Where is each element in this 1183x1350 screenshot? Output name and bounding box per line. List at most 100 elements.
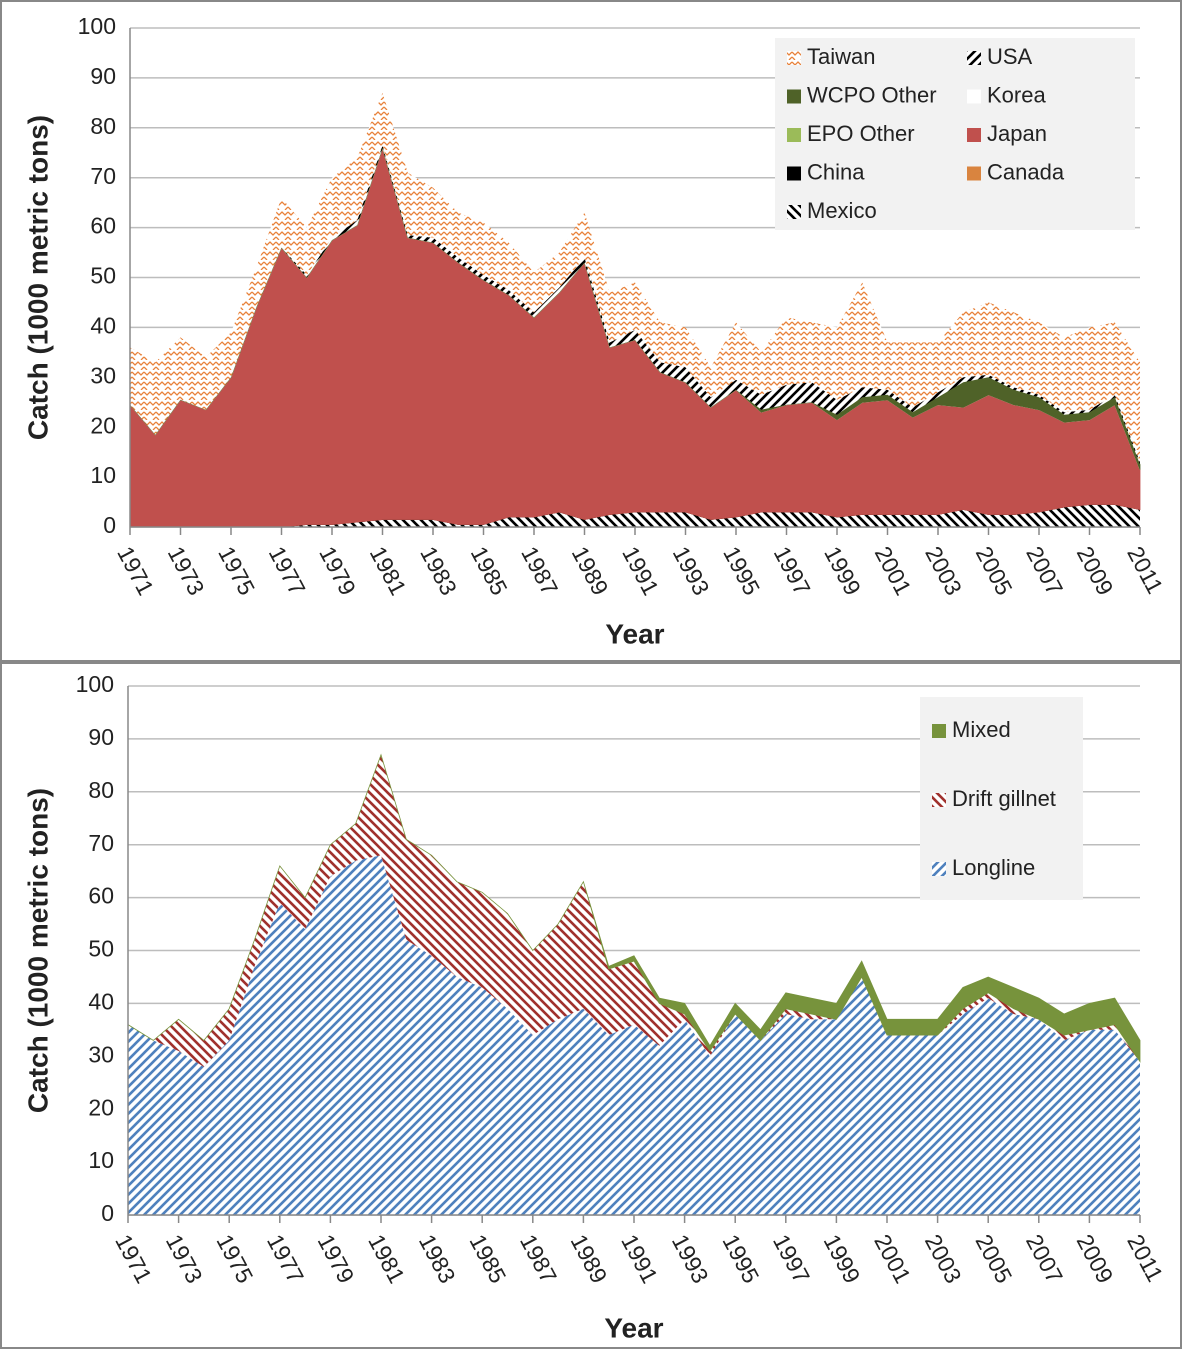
legend-swatch bbox=[787, 205, 801, 219]
legend-label: USA bbox=[987, 44, 1033, 69]
y-tick-label: 90 bbox=[88, 724, 114, 750]
y-tick-label: 20 bbox=[90, 412, 116, 438]
x-tick-label: 1995 bbox=[717, 1230, 764, 1287]
x-tick-label: 1977 bbox=[264, 542, 311, 599]
y-tick-label: 70 bbox=[88, 830, 114, 856]
legend-label: Korea bbox=[987, 82, 1046, 107]
x-tick-label: 1983 bbox=[415, 542, 462, 599]
legend-label: WCPO Other bbox=[807, 82, 937, 107]
legend-swatch bbox=[787, 51, 801, 65]
legend-label: Mixed bbox=[952, 717, 1011, 742]
x-tick-label: 1999 bbox=[819, 1230, 866, 1287]
y-tick-label: 30 bbox=[90, 362, 116, 388]
panel-border bbox=[0, 662, 1182, 1349]
y-tick-label: 10 bbox=[88, 1147, 114, 1173]
legend-label: Canada bbox=[987, 159, 1065, 184]
legend-label: Japan bbox=[987, 121, 1047, 146]
x-tick-label: 2009 bbox=[1072, 542, 1119, 599]
x-tick-label: 1975 bbox=[213, 542, 260, 599]
y-tick-label: 20 bbox=[88, 1094, 114, 1120]
legend-swatch bbox=[967, 51, 981, 65]
x-tick-label: 2005 bbox=[970, 1230, 1017, 1287]
x-tick-label: 1975 bbox=[211, 1230, 258, 1287]
x-tick-label: 1983 bbox=[414, 1230, 461, 1287]
x-tick-label: 1991 bbox=[616, 1230, 663, 1287]
area bbox=[128, 754, 1140, 1067]
y-tick-label: 80 bbox=[88, 777, 114, 803]
y-axis-title: Catch (1000 metric tons) bbox=[22, 115, 53, 440]
x-axis-title: Year bbox=[605, 618, 664, 649]
x-tick-label: 1989 bbox=[567, 542, 614, 599]
x-tick-label: 2011 bbox=[1122, 542, 1168, 598]
area bbox=[130, 504, 1140, 527]
x-tick-label: 2005 bbox=[971, 542, 1018, 599]
x-tick-label: 2009 bbox=[1072, 1230, 1119, 1287]
legend-swatch bbox=[967, 166, 981, 181]
x-tick-label: 1985 bbox=[466, 542, 513, 599]
y-tick-label: 80 bbox=[90, 113, 116, 139]
x-tick-label: 1991 bbox=[617, 542, 664, 599]
legend-label: China bbox=[807, 159, 865, 184]
x-tick-label: 1979 bbox=[314, 542, 361, 599]
x-tick-label: 1993 bbox=[668, 542, 715, 599]
x-tick-label: 2001 bbox=[869, 1230, 916, 1287]
legend-box bbox=[775, 38, 1135, 230]
y-tick-label: 0 bbox=[101, 1200, 114, 1226]
area bbox=[130, 92, 1140, 463]
x-tick-label: 1997 bbox=[768, 1230, 815, 1287]
y-tick-label: 0 bbox=[103, 512, 116, 538]
y-tick-label: 60 bbox=[90, 213, 116, 239]
x-tick-label: 1971 bbox=[112, 542, 159, 599]
x-axis-title: Year bbox=[604, 1312, 663, 1343]
x-tick-label: 1985 bbox=[464, 1230, 511, 1287]
y-tick-label: 70 bbox=[90, 163, 116, 189]
legend-swatch bbox=[787, 166, 801, 181]
x-tick-label: 1981 bbox=[363, 1230, 410, 1287]
legend-label: Longline bbox=[952, 855, 1035, 880]
legend-swatch bbox=[967, 128, 981, 142]
x-tick-label: 1995 bbox=[718, 542, 765, 599]
legend-label: EPO Other bbox=[807, 121, 915, 146]
area bbox=[127, 753, 1141, 1063]
x-tick-label: 2007 bbox=[1021, 542, 1068, 599]
y-tick-label: 100 bbox=[76, 671, 114, 697]
x-tick-label: 1979 bbox=[313, 1230, 360, 1287]
legend-label: Drift gillnet bbox=[952, 786, 1056, 811]
y-tick-label: 40 bbox=[90, 312, 116, 338]
x-tick-label: 1989 bbox=[566, 1230, 613, 1287]
y-tick-label: 40 bbox=[88, 988, 114, 1014]
legend-box bbox=[920, 697, 1083, 900]
x-tick-label: 1973 bbox=[163, 542, 210, 599]
legend-swatch bbox=[932, 793, 946, 807]
y-tick-label: 30 bbox=[88, 1041, 114, 1067]
x-tick-label: 1977 bbox=[262, 1230, 309, 1287]
y-tick-label: 50 bbox=[88, 936, 114, 962]
y-tick-label: 100 bbox=[78, 13, 116, 39]
y-tick-label: 90 bbox=[90, 63, 116, 89]
area bbox=[128, 855, 1140, 1215]
x-tick-label: 1993 bbox=[667, 1230, 714, 1287]
x-tick-label: 1999 bbox=[819, 542, 866, 599]
legend-swatch bbox=[932, 862, 946, 876]
legend-label: Taiwan bbox=[807, 44, 875, 69]
legend-swatch bbox=[967, 89, 981, 104]
x-tick-label: 1981 bbox=[365, 542, 412, 599]
x-tick-label: 1987 bbox=[516, 542, 563, 599]
legend-label: Mexico bbox=[807, 198, 877, 223]
y-tick-label: 60 bbox=[88, 883, 114, 909]
legend-swatch bbox=[932, 724, 946, 738]
y-tick-label: 50 bbox=[90, 263, 116, 289]
x-tick-label: 2007 bbox=[1021, 1230, 1068, 1287]
x-tick-label: 2011 bbox=[1122, 1230, 1168, 1286]
x-tick-label: 2001 bbox=[870, 542, 917, 599]
x-tick-label: 1997 bbox=[769, 542, 816, 599]
legend-swatch bbox=[787, 128, 801, 142]
y-axis-title: Catch (1000 metric tons) bbox=[22, 788, 53, 1113]
y-tick-label: 10 bbox=[90, 462, 116, 488]
x-tick-label: 1971 bbox=[110, 1230, 157, 1287]
x-tick-label: 2003 bbox=[920, 542, 967, 599]
x-tick-label: 1987 bbox=[515, 1230, 562, 1287]
legend-swatch bbox=[787, 89, 801, 104]
x-tick-label: 2003 bbox=[920, 1230, 967, 1287]
